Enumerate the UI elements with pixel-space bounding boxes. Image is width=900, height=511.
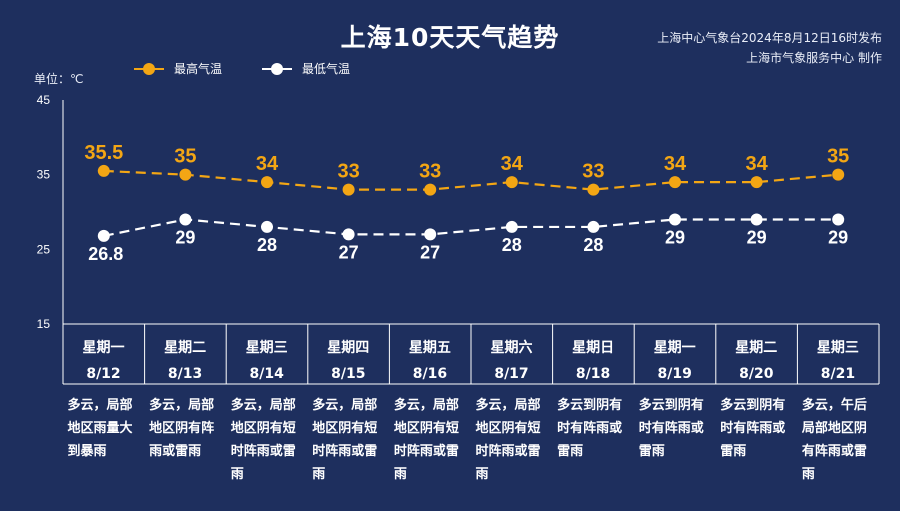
date-label: 8/12 — [86, 366, 121, 382]
weekday-label: 星期一 — [82, 340, 125, 356]
y-tick-label: 15 — [37, 317, 51, 331]
data-label-low: 28 — [502, 235, 522, 255]
data-label-low: 26.8 — [88, 244, 123, 264]
data-point-low — [179, 213, 192, 226]
data-point-low — [750, 213, 763, 226]
date-label: 8/13 — [167, 366, 203, 382]
weekday-label: 星期三 — [245, 340, 288, 356]
date-label: 8/17 — [494, 366, 529, 382]
forecast-day-column: 星期四 8/15 多云，局部地区阴有短时阵雨或雷雨 — [308, 326, 389, 486]
data-label-high: 33 — [337, 161, 359, 183]
weather-description: 多云，午后局部地区阴有阵雨或雷雨 — [801, 398, 867, 482]
date-label: 8/16 — [412, 366, 448, 382]
date-label: 8/14 — [249, 366, 284, 382]
forecast-day-column: 星期三 8/14 多云，局部地区阴有短时阵雨或雷雨 — [226, 326, 307, 486]
data-point-high — [261, 176, 273, 189]
forecast-day-column: 星期五 8/16 多云，局部地区阴有短时阵雨或雷雨 — [389, 326, 470, 486]
weekday-label: 星期二 — [735, 340, 778, 356]
legend-item-low: 最低气温 — [262, 60, 350, 77]
forecast-day-column: 星期二 8/13 多云，局部地区阴有阵雨或雷雨 — [145, 326, 226, 463]
forecast-day-column: 星期三 8/21 多云，午后局部地区阴有阵雨或雷雨 — [797, 326, 878, 486]
weather-description: 多云到阴有时有阵雨或雷雨 — [557, 398, 623, 459]
legend: 最高气温 最低气温 — [134, 60, 350, 77]
source-line-1: 上海中心气象台2024年8月12日16时发布 — [657, 31, 882, 45]
weekday-label: 星期五 — [408, 340, 451, 356]
data-label-low: 28 — [583, 235, 603, 255]
weather-description: 多云，局部地区雨量大到暴雨 — [67, 398, 133, 459]
data-label-high: 34 — [745, 153, 768, 175]
legend-label-high: 最高气温 — [174, 62, 223, 76]
weather-description: 多云，局部地区阴有短时阵雨或雷雨 — [393, 398, 459, 482]
date-label: 8/18 — [575, 366, 611, 382]
data-label-high: 34 — [501, 153, 524, 175]
legend-label-low: 最低气温 — [302, 62, 351, 76]
data-label-low: 29 — [747, 227, 767, 247]
legend-swatch-high — [134, 62, 164, 75]
data-point-low — [505, 220, 518, 233]
data-point-high — [424, 183, 437, 196]
forecast-day-column: 星期二 8/20 多云到阴有时有阵雨或雷雨 — [716, 326, 797, 463]
date-label: 8/15 — [331, 366, 366, 382]
data-point-low — [424, 228, 437, 241]
weather-description: 多云，局部地区阴有阵雨或雷雨 — [149, 398, 215, 459]
unit-label: 单位：℃ — [34, 72, 84, 86]
date-label: 8/21 — [820, 366, 856, 382]
data-point-high — [505, 176, 518, 189]
weekday-label: 星期三 — [816, 340, 859, 356]
weekday-label: 星期二 — [164, 340, 207, 356]
series-line-low — [103, 218, 839, 237]
weekday-label: 星期六 — [490, 340, 533, 356]
data-point-high — [97, 164, 110, 177]
legend-item-high: 最高气温 — [134, 60, 222, 77]
data-label-low: 28 — [257, 235, 277, 255]
data-point-low — [97, 229, 110, 242]
source-line-2: 上海市气象服务中心 制作 — [746, 51, 882, 65]
legend-swatch-low — [262, 62, 293, 75]
weekday-label: 星期四 — [327, 340, 370, 356]
data-label-high: 35.5 — [84, 142, 123, 164]
data-point-high — [179, 168, 192, 181]
data-label-low: 29 — [175, 227, 195, 247]
data-point-low — [587, 220, 600, 233]
data-point-high — [750, 176, 763, 189]
data-label-high: 33 — [582, 161, 604, 183]
data-label-high: 35 — [174, 146, 196, 168]
series-line-high — [103, 169, 839, 191]
forecast-day-column: 星期日 8/18 多云到阴有时有阵雨或雷雨 — [553, 326, 634, 463]
weather-description: 多云，局部地区阴有短时阵雨或雷雨 — [230, 398, 296, 482]
source-info: 上海中心气象台2024年8月12日16时发布 上海市气象服务中心 制作 — [657, 28, 882, 68]
data-label-high: 33 — [419, 161, 441, 183]
forecast-day-column: 星期六 8/17 多云，局部地区阴有短时阵雨或雷雨 — [471, 326, 552, 486]
data-label-low: 27 — [420, 242, 440, 262]
data-point-low — [342, 228, 355, 241]
weekday-label: 星期一 — [653, 340, 696, 356]
data-point-high — [342, 183, 355, 196]
weather-description: 多云，局部地区阴有短时阵雨或雷雨 — [475, 398, 541, 482]
data-label-low: 29 — [828, 227, 848, 247]
weekday-label: 星期日 — [572, 340, 615, 356]
y-tick-label: 35 — [37, 168, 51, 182]
weather-description: 多云到阴有时有阵雨或雷雨 — [638, 398, 704, 459]
data-point-low — [832, 213, 845, 226]
y-tick-label: 45 — [37, 93, 51, 107]
weather-description: 多云到阴有时有阵雨或雷雨 — [720, 398, 786, 459]
date-label: 8/20 — [739, 366, 774, 382]
data-point-high — [669, 176, 681, 189]
data-point-high — [587, 183, 600, 196]
weather-description: 多云，局部地区阴有短时阵雨或雷雨 — [312, 398, 378, 482]
data-label-high: 34 — [256, 153, 279, 175]
forecast-day-column: 星期一 8/12 多云，局部地区雨量大到暴雨 — [63, 326, 144, 463]
data-label-high: 34 — [664, 153, 687, 175]
forecast-day-column: 星期一 8/19 多云到阴有时有阵雨或雷雨 — [634, 326, 715, 463]
data-label-low: 29 — [665, 227, 685, 247]
chart-title: 上海10天天气趋势 — [340, 23, 560, 52]
data-point-low — [261, 220, 273, 233]
data-point-low — [669, 213, 681, 226]
data-label-high: 35 — [827, 146, 849, 168]
data-point-high — [832, 168, 845, 181]
data-label-low: 27 — [339, 242, 359, 262]
date-label: 8/19 — [657, 366, 692, 382]
y-tick-label: 25 — [37, 242, 51, 256]
